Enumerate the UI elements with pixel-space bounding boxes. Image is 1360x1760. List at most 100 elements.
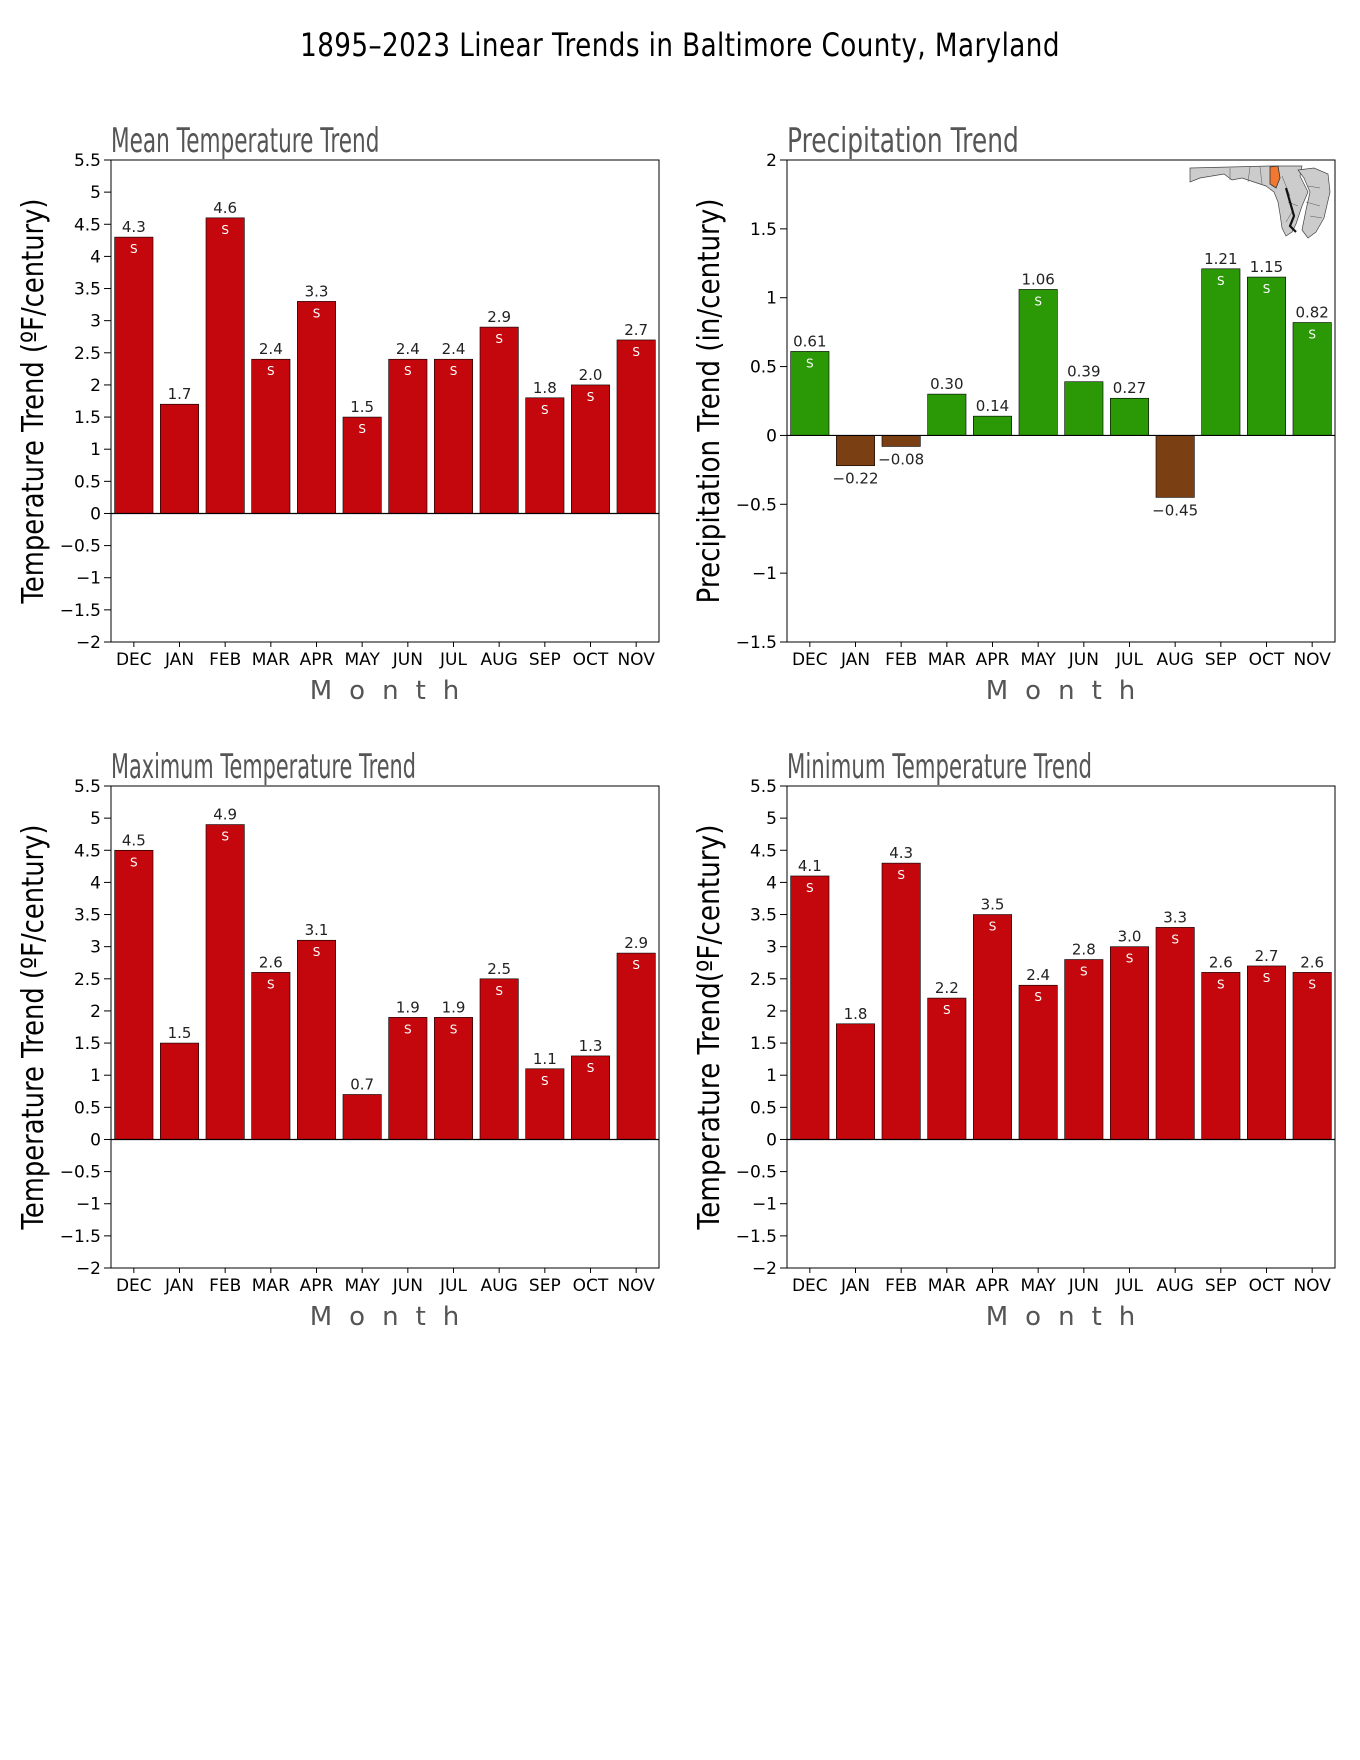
chart3-significance-label: S xyxy=(1034,990,1042,1004)
chart3-value-label: 4.1 xyxy=(798,857,822,875)
chart2-bar-mar xyxy=(251,972,291,1140)
chart2-ytick-label: −1 xyxy=(76,1195,101,1215)
chart0-ytick-label: 4.5 xyxy=(74,215,101,235)
chart0-bar-nov xyxy=(616,339,656,514)
chart1-ytick-label: 0 xyxy=(766,426,777,446)
chart2-significance-label: S xyxy=(541,1074,549,1088)
chart3-xtick-label: JUN xyxy=(1068,1276,1099,1296)
chart3-bar-aug xyxy=(1155,927,1195,1140)
chart2-bar-oct xyxy=(571,1055,610,1140)
chart1-xtick-label: MAY xyxy=(1020,650,1056,670)
chart1-xtick-label: JUL xyxy=(1115,650,1143,670)
chart0-significance-label: S xyxy=(221,223,229,237)
chart2-significance-label: S xyxy=(404,1022,412,1036)
chart2-xtick-label: MAY xyxy=(344,1276,380,1296)
chart3-ytick-label: 4.5 xyxy=(750,841,777,861)
chart3-value-label: 1.8 xyxy=(844,1005,868,1023)
chart0-ytick-label: 1.5 xyxy=(74,408,101,428)
chart3-significance-label: S xyxy=(806,881,814,895)
chart1-bar-nov xyxy=(1292,322,1332,436)
chart0-significance-label: S xyxy=(267,364,275,378)
chart2-ytick-label: 4.5 xyxy=(74,841,101,861)
chart1-title: Precipitation Trend xyxy=(787,121,1019,161)
chart1-value-label: 1.21 xyxy=(1204,250,1237,268)
chart0-value-label: 2.4 xyxy=(259,340,283,358)
county-border-line xyxy=(1309,215,1323,219)
chart2-significance-label: S xyxy=(221,830,229,844)
chart0-significance-label: S xyxy=(541,403,549,417)
chart2-xtick-label: JAN xyxy=(164,1276,194,1296)
chart1-value-label: −0.22 xyxy=(833,470,879,488)
chart3-ylabel: Temperature Trend(ºF/century) xyxy=(692,825,727,1231)
chart2-xtick-label: JUN xyxy=(392,1276,423,1296)
page-title: 1895–2023 Linear Trends in Baltimore Cou… xyxy=(300,26,1060,64)
chart3-value-label: 2.4 xyxy=(1026,966,1050,984)
chart2-xtick-label: FEB xyxy=(209,1276,241,1296)
chart1-significance-label: S xyxy=(1034,294,1042,308)
chart1-xtick-label: OCT xyxy=(1249,650,1285,670)
chart3-xtick-label: JUL xyxy=(1115,1276,1143,1296)
chart1-bar-may xyxy=(1018,289,1058,436)
county-border-line xyxy=(1281,175,1291,197)
chart3-title: Minimum Temperature Trend xyxy=(787,747,1092,787)
chart3-significance-label: S xyxy=(897,868,905,882)
county-border-line xyxy=(1259,166,1263,185)
chart3-xtick-label: APR xyxy=(976,1276,1010,1296)
chart2-ytick-label: 2 xyxy=(90,1002,101,1022)
mean-temperature-chart: Mean Temperature Trend −2 −1.5 −1 −0.5 0 0.5 1 1… xyxy=(16,121,660,706)
chart3-ytick-label: 1.5 xyxy=(750,1034,777,1054)
chart3-significance-label: S xyxy=(1080,965,1088,979)
chart3-significance-label: S xyxy=(1217,977,1225,991)
chart1-significance-label: S xyxy=(1308,328,1316,342)
chart2-ytick-label: 5 xyxy=(90,809,101,829)
chart0-significance-label: S xyxy=(313,306,321,320)
chart1-significance-label: S xyxy=(1263,282,1271,296)
chart2-significance-label: S xyxy=(313,945,321,959)
chart2-xtick-label: APR xyxy=(300,1276,334,1296)
maryland-locator-map-icon xyxy=(1189,165,1331,239)
chart1-ytick-label: 1.5 xyxy=(750,220,777,240)
chart2-xlabel: Month xyxy=(310,1302,477,1332)
chart0-significance-label: S xyxy=(358,422,366,436)
chart2-value-label: 1.1 xyxy=(533,1050,557,1068)
chart2-value-label: 3.1 xyxy=(305,921,329,939)
chart1-bar-jul xyxy=(1110,397,1149,436)
chart2-ytick-label: 5.5 xyxy=(74,777,101,797)
chart0-value-label: 4.6 xyxy=(213,199,237,217)
chart3-value-label: 3.5 xyxy=(981,896,1005,914)
minimum-temperature-chart: Minimum Temperature Trend −2 −1.5 −1 −0.5 0 0.… xyxy=(692,747,1336,1332)
chart1-bar-jan xyxy=(836,435,875,467)
chart1-xlabel: Month xyxy=(986,676,1153,706)
chart3-value-label: 2.2 xyxy=(935,979,959,997)
chart0-ytick-label: 5 xyxy=(90,183,101,203)
chart2-ytick-label: 1 xyxy=(90,1066,101,1086)
chart2-bar-nov xyxy=(616,952,656,1140)
chart1-xtick-label: JUN xyxy=(1068,650,1099,670)
chart2-value-label: 2.5 xyxy=(487,960,511,978)
chart1-xtick-label: DEC xyxy=(792,650,828,670)
chart0-value-label: 2.4 xyxy=(396,340,420,358)
chart1-xtick-label: APR xyxy=(976,650,1010,670)
chart3-xtick-label: MAR xyxy=(928,1276,966,1296)
chart1-ytick-label: −1 xyxy=(752,564,777,584)
chart2-bar-dec xyxy=(114,849,154,1140)
chart0-ylabel: Temperature Trend (ºF/century) xyxy=(16,199,51,605)
chart3-xtick-label: OCT xyxy=(1249,1276,1285,1296)
chart3-value-label: 2.6 xyxy=(1300,953,1324,971)
chart2-ylabel: Temperature Trend (ºF/century) xyxy=(16,825,51,1231)
chart3-ytick-label: −1 xyxy=(752,1195,777,1215)
chart1-xtick-label: FEB xyxy=(885,650,917,670)
chart1-value-label: 0.27 xyxy=(1113,379,1146,397)
chart0-xtick-label: JUN xyxy=(392,650,423,670)
chart2-value-label: 2.9 xyxy=(624,934,648,952)
chart1-value-label: 1.06 xyxy=(1021,270,1054,288)
chart2-xtick-label: OCT xyxy=(573,1276,609,1296)
chart1-bar-sep xyxy=(1201,268,1241,436)
chart1-ytick-label: 0.5 xyxy=(750,358,777,378)
chart0-bar-sep xyxy=(525,397,565,514)
chart2-ytick-label: 3 xyxy=(90,938,101,958)
chart2-bar-aug xyxy=(479,978,519,1140)
chart0-xtick-label: MAR xyxy=(252,650,290,670)
chart0-ytick-label: 0.5 xyxy=(74,472,101,492)
chart0-xtick-label: NOV xyxy=(617,650,655,670)
